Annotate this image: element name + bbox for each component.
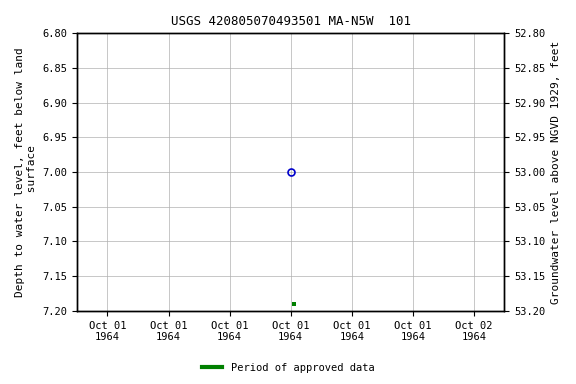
Y-axis label: Groundwater level above NGVD 1929, feet: Groundwater level above NGVD 1929, feet (551, 40, 561, 304)
Legend: Period of approved data: Period of approved data (198, 359, 378, 377)
Y-axis label: Depth to water level, feet below land
 surface: Depth to water level, feet below land su… (15, 47, 37, 297)
Title: USGS 420805070493501 MA-N5W  101: USGS 420805070493501 MA-N5W 101 (170, 15, 411, 28)
